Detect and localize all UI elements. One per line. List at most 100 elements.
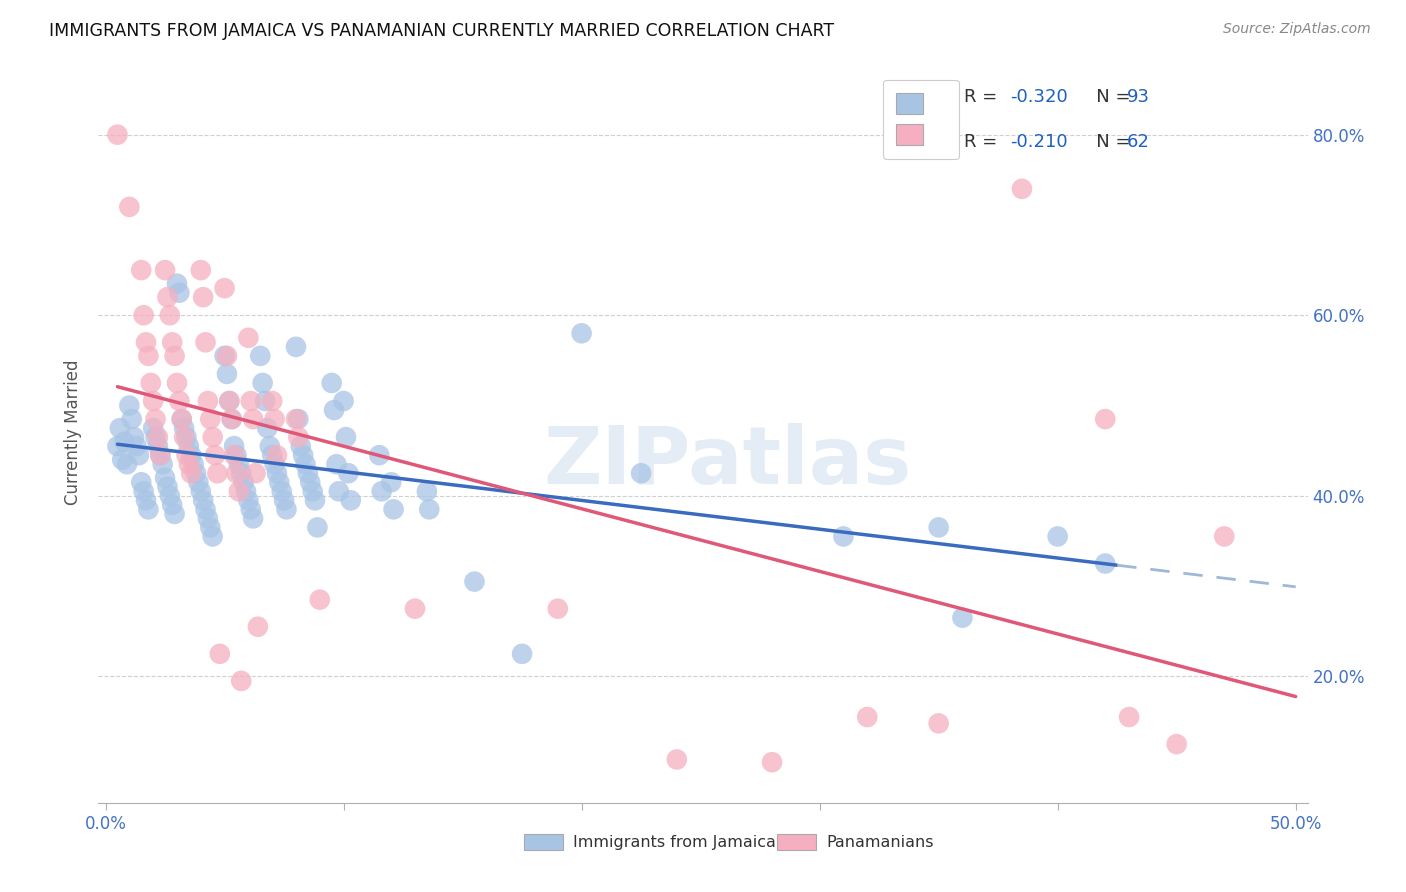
Point bbox=[207, 467, 229, 481]
Point bbox=[1011, 182, 1033, 196]
Text: 93: 93 bbox=[1128, 88, 1150, 106]
Point bbox=[200, 412, 222, 426]
Point bbox=[339, 493, 361, 508]
Point bbox=[204, 448, 226, 462]
Point bbox=[111, 452, 134, 467]
Point bbox=[269, 475, 291, 490]
Point bbox=[259, 439, 281, 453]
Point bbox=[368, 448, 391, 462]
Point bbox=[228, 484, 250, 499]
Text: R =: R = bbox=[965, 133, 1002, 151]
Point bbox=[328, 484, 350, 499]
Point bbox=[214, 281, 236, 295]
Point bbox=[238, 331, 260, 345]
Point bbox=[292, 448, 315, 462]
Point bbox=[142, 394, 165, 409]
Point bbox=[262, 448, 284, 462]
Point bbox=[547, 601, 569, 615]
Point bbox=[121, 412, 143, 426]
Point bbox=[170, 412, 193, 426]
Point bbox=[266, 448, 288, 462]
Point bbox=[152, 457, 174, 471]
Point bbox=[177, 439, 200, 453]
Point bbox=[1166, 737, 1188, 751]
Text: N =: N = bbox=[1078, 88, 1136, 106]
Point bbox=[256, 421, 278, 435]
Point bbox=[160, 498, 183, 512]
Point bbox=[173, 421, 195, 435]
Point bbox=[159, 308, 181, 322]
Point bbox=[114, 434, 136, 449]
Point bbox=[287, 412, 309, 426]
Y-axis label: Currently Married: Currently Married bbox=[65, 359, 83, 506]
Point bbox=[169, 285, 191, 300]
Point bbox=[156, 480, 179, 494]
Point bbox=[197, 394, 219, 409]
Point bbox=[332, 394, 354, 409]
Point bbox=[285, 412, 308, 426]
Point bbox=[276, 502, 298, 516]
Point bbox=[273, 493, 295, 508]
Point bbox=[238, 493, 260, 508]
Point bbox=[190, 484, 212, 499]
Point bbox=[228, 457, 250, 471]
Point bbox=[1118, 710, 1140, 724]
Point bbox=[194, 335, 217, 350]
Point bbox=[118, 200, 141, 214]
Point bbox=[418, 502, 440, 516]
Point bbox=[201, 430, 224, 444]
Text: Panamanians: Panamanians bbox=[825, 836, 934, 850]
Text: R =: R = bbox=[965, 88, 1002, 106]
Point bbox=[197, 511, 219, 525]
Point bbox=[321, 376, 343, 390]
Point bbox=[832, 529, 855, 543]
Text: 62: 62 bbox=[1128, 133, 1150, 151]
Point bbox=[138, 349, 160, 363]
Point bbox=[231, 467, 253, 481]
Point bbox=[142, 421, 165, 435]
Point bbox=[108, 421, 131, 435]
Point bbox=[160, 335, 183, 350]
Point bbox=[135, 493, 157, 508]
Point bbox=[232, 475, 254, 490]
Point bbox=[132, 308, 155, 322]
Point bbox=[194, 502, 217, 516]
Point bbox=[297, 467, 319, 481]
Point bbox=[214, 349, 236, 363]
Point bbox=[225, 467, 247, 481]
Text: Immigrants from Jamaica: Immigrants from Jamaica bbox=[574, 836, 776, 850]
Point bbox=[285, 340, 308, 354]
Point bbox=[231, 673, 253, 688]
Point bbox=[149, 448, 172, 462]
Point bbox=[221, 412, 243, 426]
Point bbox=[118, 399, 141, 413]
Point bbox=[294, 457, 316, 471]
Text: -0.320: -0.320 bbox=[1010, 88, 1067, 106]
Point bbox=[761, 755, 783, 769]
Point bbox=[153, 263, 176, 277]
Point bbox=[132, 484, 155, 499]
Point bbox=[107, 128, 129, 142]
Point bbox=[262, 394, 284, 409]
Point bbox=[290, 439, 312, 453]
Point bbox=[153, 471, 176, 485]
Text: ZIPatlas: ZIPatlas bbox=[543, 423, 911, 501]
Point bbox=[163, 349, 186, 363]
Point bbox=[201, 529, 224, 543]
Point bbox=[952, 610, 974, 624]
Text: -0.210: -0.210 bbox=[1010, 133, 1067, 151]
Point bbox=[370, 484, 392, 499]
Point bbox=[1094, 557, 1116, 571]
Point bbox=[149, 448, 172, 462]
Point bbox=[215, 349, 238, 363]
Point bbox=[146, 430, 169, 444]
Point bbox=[242, 511, 264, 525]
Point bbox=[145, 430, 167, 444]
Point bbox=[1213, 529, 1236, 543]
Point bbox=[176, 430, 198, 444]
Point bbox=[307, 520, 329, 534]
Point bbox=[263, 457, 285, 471]
Point bbox=[166, 376, 188, 390]
Point bbox=[191, 493, 214, 508]
Point bbox=[665, 752, 688, 766]
